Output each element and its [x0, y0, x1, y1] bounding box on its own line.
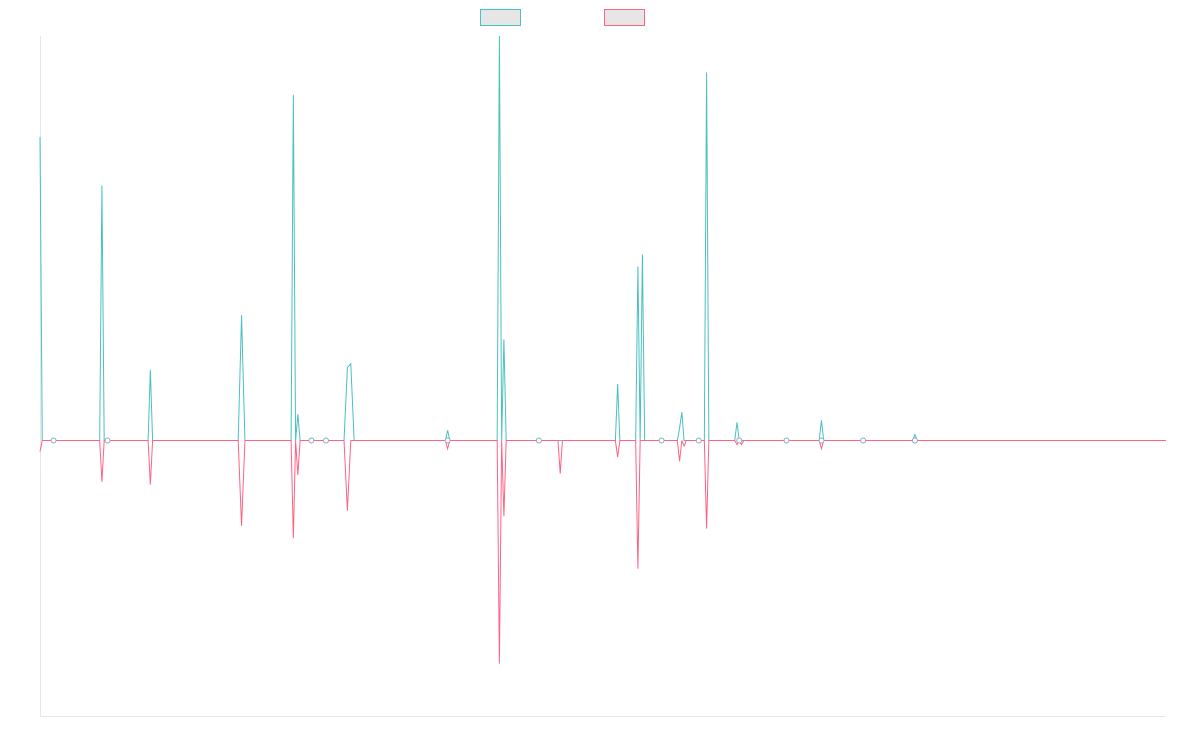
- data-point-marker[interactable]: [783, 437, 790, 444]
- data-point-marker[interactable]: [658, 437, 665, 444]
- data-point-marker[interactable]: [736, 437, 743, 444]
- data-point-marker[interactable]: [104, 437, 111, 444]
- data-point-marker[interactable]: [695, 437, 702, 444]
- data-point-marker[interactable]: [308, 437, 315, 444]
- series-layer: [39, 35, 1166, 664]
- data-point-marker[interactable]: [535, 437, 542, 444]
- plot-area: [39, 35, 1166, 717]
- marker-layer: [50, 437, 918, 444]
- legend: [480, 9, 645, 26]
- data-point-marker[interactable]: [50, 437, 57, 444]
- data-point-marker[interactable]: [911, 437, 918, 444]
- data-point-marker[interactable]: [323, 437, 329, 444]
- data-point-marker[interactable]: [818, 437, 825, 444]
- data-point-marker[interactable]: [860, 437, 867, 444]
- series-line-1[interactable]: [39, 35, 1166, 441]
- series-line-2[interactable]: [39, 439, 1166, 664]
- legend-swatch-series-1[interactable]: [480, 9, 521, 26]
- legend-swatch-series-2[interactable]: [604, 9, 645, 26]
- data-point-marker[interactable]: [444, 437, 451, 444]
